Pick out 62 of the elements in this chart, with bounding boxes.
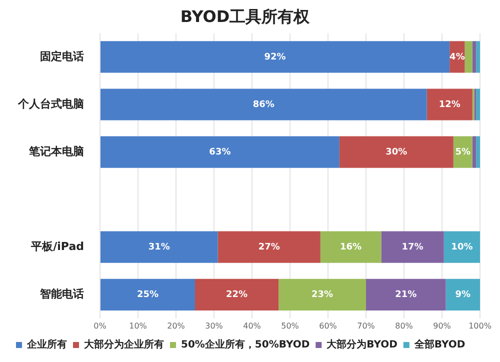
x-tick-label: 60%: [319, 321, 338, 330]
data-label: 63%: [209, 147, 231, 158]
legend-label: 大部分为企业所有: [83, 338, 164, 351]
data-label: 92%: [264, 52, 286, 62]
bar: [278, 278, 366, 310]
bar: [444, 231, 480, 263]
x-tick-label: 30%: [205, 321, 224, 330]
data-label: 10%: [451, 242, 473, 252]
bar: [476, 136, 480, 168]
bar: [320, 231, 382, 263]
bar: [472, 41, 476, 73]
y-tick-label: 平板/iPad: [30, 240, 84, 253]
x-tick-label: 100%: [468, 321, 492, 330]
y-tick-label: 个人台式电脑: [17, 97, 84, 110]
chart-title: BYOD工具所有权: [180, 6, 311, 26]
bar: [195, 278, 279, 310]
bar: [381, 231, 444, 263]
bar: [426, 88, 472, 120]
bar: [450, 41, 465, 73]
legend-label: 50%企业所有，50%BYOD: [181, 338, 310, 351]
data-label: 17%: [402, 242, 424, 252]
x-tick-label: 10%: [129, 321, 148, 330]
data-label: 23%: [312, 290, 334, 300]
data-label: 16%: [340, 242, 362, 252]
legend-label: 全部BYOD: [413, 338, 466, 351]
bar: [366, 278, 446, 310]
x-tick-label: 0%: [94, 321, 107, 330]
bar: [100, 278, 195, 310]
bar: [100, 136, 340, 168]
bar: [464, 41, 472, 73]
bar: [218, 231, 320, 263]
data-label: 25%: [136, 290, 159, 300]
bar: [476, 41, 480, 73]
data-label: 12%: [438, 100, 460, 110]
data-label: 5%: [455, 147, 471, 158]
bar: [339, 136, 454, 168]
x-tick-label: 40%: [243, 321, 262, 330]
y-tick-label: 固定电话: [40, 50, 84, 63]
data-label: 86%: [252, 100, 274, 110]
data-label: 31%: [148, 242, 170, 252]
x-tick-label: 50%: [281, 321, 300, 330]
bar: [100, 88, 427, 120]
bar: [453, 136, 472, 168]
legend-label: 大部分为BYOD: [326, 338, 398, 351]
data-label: 30%: [386, 147, 408, 158]
data-label: 22%: [226, 290, 248, 300]
x-tick-label: 70%: [357, 321, 376, 330]
legend-label: 企业所有: [26, 338, 67, 351]
x-tick-label: 20%: [167, 321, 186, 330]
x-tick-label: 80%: [395, 321, 414, 330]
y-tick-label: 笔记本电脑: [28, 144, 84, 158]
data-label: 27%: [258, 242, 280, 252]
bar: [100, 231, 218, 263]
x-tick-label: 90%: [433, 321, 452, 330]
bar: [472, 136, 476, 168]
data-label: 9%: [455, 290, 471, 300]
data-label: 21%: [395, 290, 417, 300]
y-tick-label: 智能电话: [39, 287, 84, 300]
bar: [100, 41, 450, 73]
data-label: 4%: [450, 52, 465, 62]
bar: [476, 88, 480, 120]
bar: [446, 278, 480, 310]
